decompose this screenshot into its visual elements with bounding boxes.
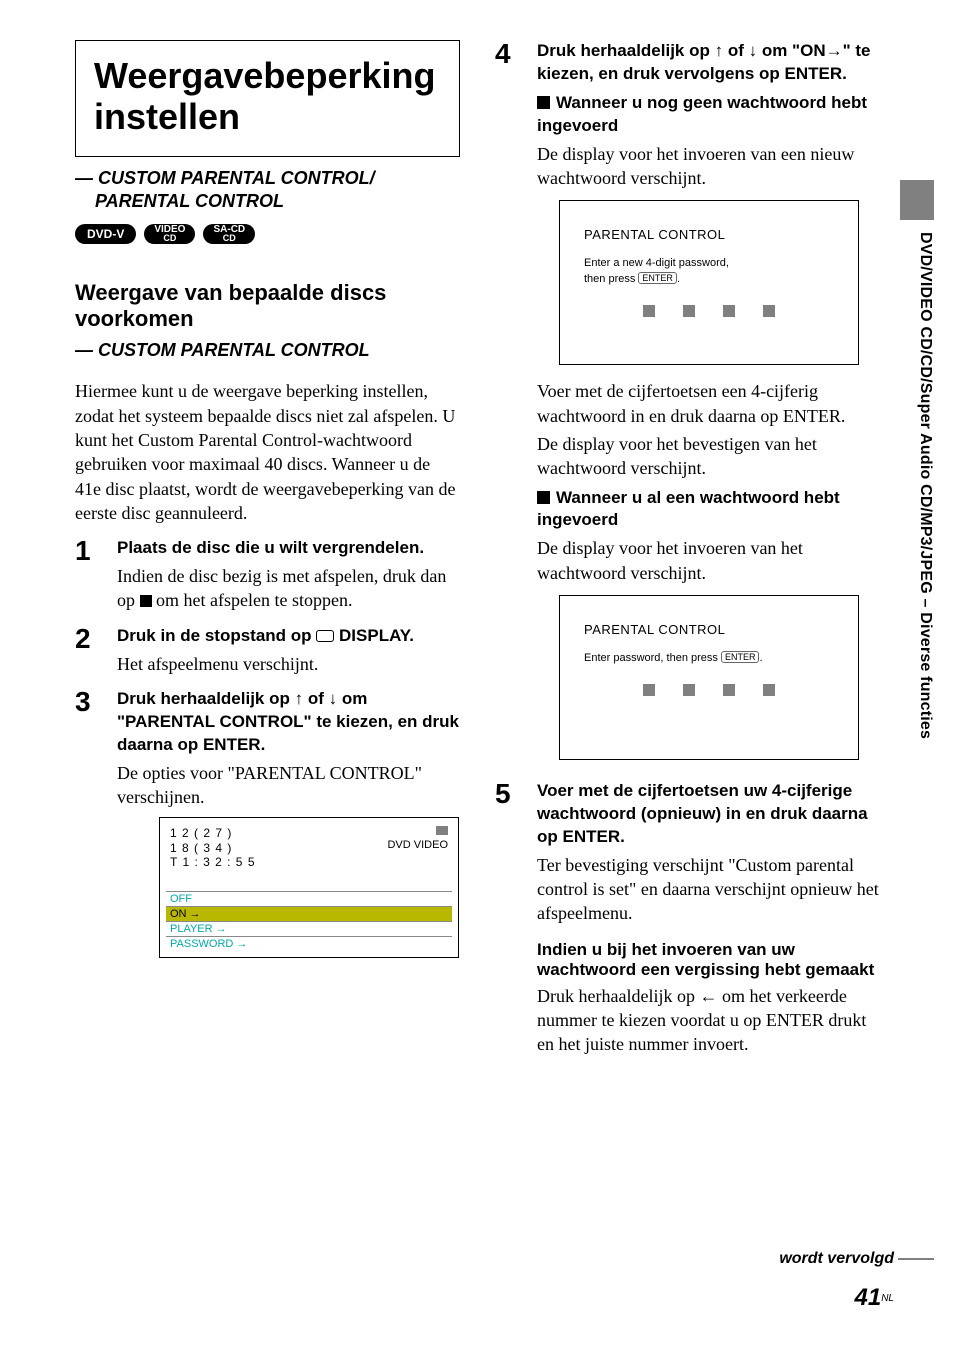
osd-row-player: PLAYER →: [166, 922, 452, 937]
arrow-left-icon: ←: [699, 986, 717, 1006]
osd3-title: PARENTAL CONTROL: [584, 622, 834, 637]
step-1-sub: Indien de disc bezig is met afspelen, dr…: [117, 564, 460, 613]
step-3-sub: De opties voor "PARENTAL CONTROL" versch…: [117, 761, 460, 810]
case2-title-text: Wanneer u al een wachtwoord hebt ingevoe…: [537, 488, 840, 530]
step-2-head: Druk in de stopstand op DISPLAY.: [117, 625, 460, 648]
badge-videocd-l2: CD: [154, 234, 185, 242]
step-1-number: 1: [75, 537, 103, 613]
continued-label: wordt vervolgd: [779, 1250, 894, 1268]
stop-icon: [140, 595, 152, 607]
bullet-icon: [537, 491, 550, 504]
step-4-head: Druk herhaaldelijk op ↑ of ↓ om "ON→" te…: [537, 40, 880, 86]
step-2: 2 Druk in de stopstand op DISPLAY. Het a…: [75, 625, 460, 676]
badge-dvdv: DVD-V: [75, 224, 136, 244]
pw-digit: [723, 684, 735, 696]
pw-digit: [763, 684, 775, 696]
osd3-enter-badge: ENTER: [721, 651, 760, 663]
osd2-msg: Enter a new 4-digit password, then press…: [584, 256, 834, 287]
osd2-enter-badge: ENTER: [638, 272, 677, 284]
osd-row-password: PASSWORD →: [166, 937, 452, 951]
osd-option-list: OFF ON → PLAYER → PASSWORD →: [166, 891, 452, 951]
osd-disc-label: DVD VIDEO: [387, 826, 448, 869]
osd-l3: T 1 : 3 2 : 5 5: [170, 855, 256, 869]
left-column: Weergavebeperking instellen — CUSTOM PAR…: [75, 40, 460, 1057]
osd-new-password: PARENTAL CONTROL Enter a new 4-digit pas…: [559, 200, 859, 365]
badge-sacd-l2: CD: [213, 234, 245, 242]
osd3-msg-a: Enter password, then press: [584, 652, 721, 664]
osd-row-off: OFF: [166, 892, 452, 907]
page-number-value: 41: [855, 1284, 882, 1311]
step-1-sub-b: om het afspelen te stoppen.: [152, 590, 353, 610]
after-osd2-a: Voer met de cijfertoetsen een 4-cijferig…: [537, 379, 880, 428]
continued-rule: [898, 1258, 934, 1260]
osd-tiny-icon: [436, 826, 448, 835]
page-number: 41NL: [855, 1284, 895, 1312]
pw-digit: [683, 305, 695, 317]
case1-body: De display voor het invoeren van een nie…: [537, 142, 880, 191]
section-heading: Weergave van bepaalde discs voorkomen: [75, 280, 460, 333]
case2-title: Wanneer u al een wachtwoord hebt ingevoe…: [537, 487, 880, 533]
step-3-number: 3: [75, 688, 103, 961]
pw-digit: [643, 305, 655, 317]
osd3-msg-b: .: [759, 652, 762, 664]
osd2-msg2a: then press: [584, 273, 638, 285]
pw-digit: [643, 684, 655, 696]
osd2-password-fields: [584, 305, 834, 317]
osd3-msg: Enter password, then press ENTER.: [584, 651, 834, 666]
disc-badges: DVD-V VIDEO CD SA-CD CD: [75, 224, 460, 244]
step-5-number: 5: [495, 780, 523, 1057]
case2-body: De display voor het invoeren van het wac…: [537, 536, 880, 585]
error-title: Indien u bij het invoeren van uw wachtwo…: [537, 940, 880, 980]
badge-videocd: VIDEO CD: [144, 224, 195, 244]
osd-l2: 1 8 ( 3 4 ): [170, 841, 256, 855]
page-title: Weergavebeperking instellen: [94, 55, 441, 138]
step-2-head-a: Druk in de stopstand op: [117, 626, 316, 645]
osd-row-on: ON →: [166, 907, 452, 922]
osd-enter-password: PARENTAL CONTROL Enter password, then pr…: [559, 595, 859, 760]
step-3-head: Druk herhaaldelijk op ↑ of ↓ om "PARENTA…: [117, 688, 460, 757]
osd-menu-screenshot: 1 2 ( 2 7 ) 1 8 ( 3 4 ) T 1 : 3 2 : 5 5 …: [159, 817, 459, 958]
step-4-number: 4: [495, 40, 523, 774]
badge-sacd: SA-CD CD: [203, 224, 255, 244]
step-2-number: 2: [75, 625, 103, 676]
bullet-icon: [537, 96, 550, 109]
right-column: 4 Druk herhaaldelijk op ↑ of ↓ om "ON→" …: [495, 40, 880, 1057]
after-osd2-b: De display voor het bevestigen van het w…: [537, 432, 880, 481]
osd-label-text: DVD VIDEO: [387, 839, 448, 851]
osd2-msg1: Enter a new 4-digit password,: [584, 257, 729, 269]
pw-digit: [683, 684, 695, 696]
error-body-a: Druk herhaaldelijk op: [537, 986, 699, 1006]
side-tab-label: DVD/VIDEO CD/CD/Super Audio CD/MP3/JPEG …: [900, 232, 934, 739]
case1-title: Wanneer u nog geen wachtwoord hebt ingev…: [537, 92, 880, 138]
page-number-lang: NL: [881, 1293, 894, 1304]
osd2-msg2b: .: [677, 273, 680, 285]
osd3-password-fields: [584, 684, 834, 696]
osd-counter: 1 2 ( 2 7 ) 1 8 ( 3 4 ) T 1 : 3 2 : 5 5: [170, 826, 256, 869]
osd2-title: PARENTAL CONTROL: [584, 227, 834, 242]
side-tab-marker: [900, 180, 934, 220]
case1-title-text: Wanneer u nog geen wachtwoord hebt ingev…: [537, 93, 867, 135]
pw-digit: [763, 305, 775, 317]
step-1-head: Plaats de disc die u wilt vergrendelen.: [117, 537, 460, 560]
subtitle-line2: PARENTAL CONTROL: [95, 190, 460, 213]
osd-l1: 1 2 ( 2 7 ): [170, 826, 256, 840]
step-1: 1 Plaats de disc die u wilt vergrendelen…: [75, 537, 460, 613]
step-2-sub: Het afspeelmenu verschijnt.: [117, 652, 460, 676]
section-subheading: — CUSTOM PARENTAL CONTROL: [75, 340, 460, 361]
step-5-sub: Ter bevestiging verschijnt "Custom paren…: [537, 853, 880, 926]
title-box: Weergavebeperking instellen: [75, 40, 460, 157]
step-3: 3 Druk herhaaldelijk op ↑ of ↓ om "PAREN…: [75, 688, 460, 961]
step-2-head-b: DISPLAY.: [334, 626, 414, 645]
subtitle-line1: — CUSTOM PARENTAL CONTROL/: [95, 167, 460, 190]
display-icon: [316, 630, 334, 642]
intro-paragraph: Hiermee kunt u de weergave beperking ins…: [75, 379, 460, 525]
step-5: 5 Voer met de cijfertoetsen uw 4-cijferi…: [495, 780, 880, 1057]
error-body: Druk herhaaldelijk op ← om het verkeerde…: [537, 984, 880, 1057]
step-5-head: Voer met de cijfertoetsen uw 4-cijferige…: [537, 780, 880, 849]
pw-digit: [723, 305, 735, 317]
step-4: 4 Druk herhaaldelijk op ↑ of ↓ om "ON→" …: [495, 40, 880, 774]
